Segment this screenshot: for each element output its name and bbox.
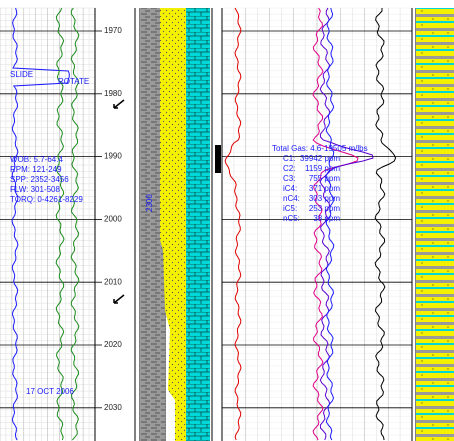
curves [11, 7, 397, 441]
arrow [113, 99, 125, 109]
log-curve [319, 7, 374, 441]
rotate-label: ROTATE [58, 77, 89, 86]
gas-component: C2: [283, 164, 295, 173]
log-curve [224, 7, 242, 441]
depth-label: 1970 [104, 26, 122, 35]
depth-label: 1990 [104, 152, 122, 161]
gas-title: Total Gas: 4.6-19505 m/lbs [272, 144, 368, 153]
gas-component: C1: [283, 154, 295, 163]
depth-label: 2010 [104, 277, 122, 286]
gas-value: 755 ppm [309, 174, 340, 183]
gas-component: C3: [283, 174, 295, 183]
drilling-parameter: TORQ: 0-4261-8229 [10, 195, 83, 204]
gas-value: 39942 ppm [300, 154, 340, 163]
depth-label: 2020 [104, 340, 122, 349]
drilling-parameter: WOB: 5.7-64.4 [10, 155, 63, 164]
drilling-parameter: SPP: 2352-3456 [10, 175, 69, 184]
date-label: 17 OCT 2006 [26, 387, 74, 396]
slide-label: SLIDE [10, 70, 33, 79]
sand-column [160, 8, 186, 441]
gas-value: 253 ppm [309, 204, 340, 213]
drilling-parameter: FLW: 301-508 [10, 185, 61, 194]
depth-label: 2030 [104, 403, 122, 412]
log-curve [55, 7, 65, 441]
depth-label: 1980 [104, 89, 122, 98]
gas-value: 303 ppm [309, 194, 340, 203]
gas-value: 38 ppm [313, 214, 340, 223]
gas-component: nC4: [283, 194, 300, 203]
drilling-parameter: RPM: 121-249 [10, 165, 62, 174]
depth-label: 2000 [104, 215, 122, 224]
log-curve [70, 7, 80, 441]
log-curve [374, 8, 397, 441]
gas-component: iC4: [283, 184, 297, 193]
gas-value: 371 ppm [309, 184, 340, 193]
log-curve [11, 7, 70, 441]
arrow [113, 294, 125, 304]
core-marker [215, 145, 221, 173]
lithology-strip [416, 8, 454, 441]
gas-component: nC5: [283, 214, 300, 223]
depth-marker: 2300 [145, 194, 154, 212]
log-curve [312, 7, 359, 441]
gas-component: iC5: [283, 204, 297, 213]
limestone-column [186, 230, 196, 441]
log-curve [325, 7, 335, 441]
gas-value: 1159 ppm [305, 164, 340, 173]
